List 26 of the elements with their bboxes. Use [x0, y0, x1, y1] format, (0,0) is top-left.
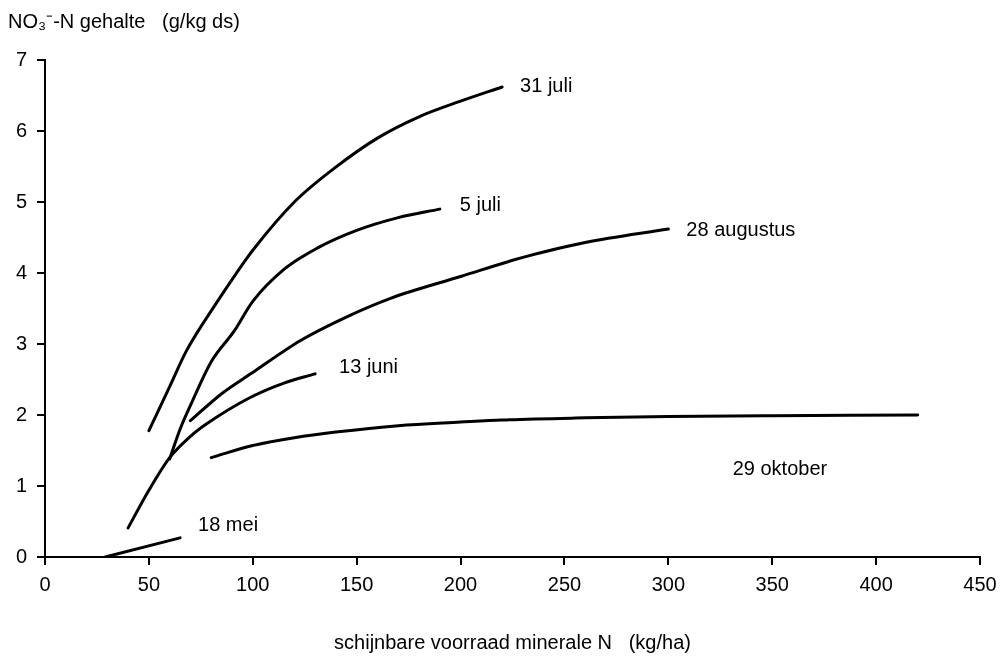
x-tick-label: 350: [755, 572, 789, 595]
x-tick-label: 300: [651, 572, 686, 595]
y-axis-title: NO₃⁻-N gehalte (g/kg ds): [8, 10, 240, 32]
x-tick-label: 0: [39, 572, 51, 595]
y-tick-label: 5: [15, 189, 27, 212]
series-label: 18 mei: [198, 513, 259, 536]
y-tick-label: 4: [15, 260, 27, 283]
series-label: 5 juli: [459, 192, 501, 215]
text: 29 oktober: [732, 456, 828, 479]
x-tick-label: 150: [339, 572, 374, 595]
x-axis-title: schijnbare voorraad minerale N (kg/ha): [334, 630, 691, 653]
x-tick-label: 100: [236, 572, 270, 595]
x-tick-label: 400: [859, 572, 893, 595]
y-tick-label: 7: [15, 47, 27, 70]
y-tick-label: 6: [15, 118, 27, 141]
x-tick-label: 250: [547, 572, 582, 595]
x-tick-label: 200: [443, 572, 478, 595]
series-label: 31 juli: [520, 74, 573, 97]
y-tick-label: 3: [15, 331, 27, 354]
y-tick-label: 2: [15, 402, 27, 425]
series-label: 13 juni: [339, 355, 399, 378]
x-tick-label: 450: [963, 572, 997, 595]
x-tick-label: 50: [137, 572, 161, 595]
y-tick-label: 1: [15, 473, 27, 496]
y-tick-label: 0: [15, 544, 27, 567]
series-label: 28 augustus: [686, 218, 796, 241]
